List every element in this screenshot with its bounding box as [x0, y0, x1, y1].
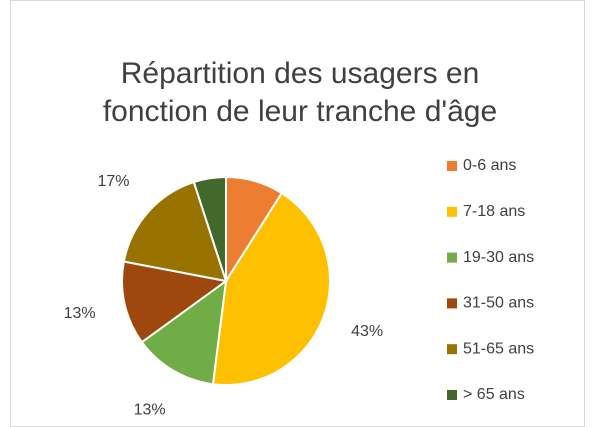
chart-title-text: Répartition des usagers en fonction de le… [103, 57, 497, 128]
data-label: 43% [351, 323, 383, 340]
data-label: 13% [64, 305, 96, 322]
legend-swatch [447, 298, 457, 309]
legend-label: 31-50 ans [463, 295, 534, 312]
data-label: 13% [134, 401, 166, 418]
pie-slice [140, 278, 228, 386]
legend-label: 51-65 ans [463, 340, 534, 357]
legend-label: > 65 ans [463, 386, 525, 403]
pie-slice [192, 175, 227, 282]
legend-swatch [447, 161, 457, 171]
legend-swatch [447, 390, 457, 400]
data-label: 17% [97, 173, 129, 190]
legend-swatch [447, 252, 457, 263]
legend-swatch [447, 344, 457, 355]
chart-title: Répartition des usagers en fonction de le… [103, 57, 497, 128]
legend-label: 7-18 ans [463, 203, 525, 220]
legend-label: 19-30 ans [463, 249, 534, 266]
legend-label: 0-6 ans [463, 157, 516, 174]
pie-slice [122, 180, 228, 283]
legend-swatch [447, 206, 457, 217]
pie-slice [121, 260, 229, 344]
pie-slice [211, 191, 331, 386]
